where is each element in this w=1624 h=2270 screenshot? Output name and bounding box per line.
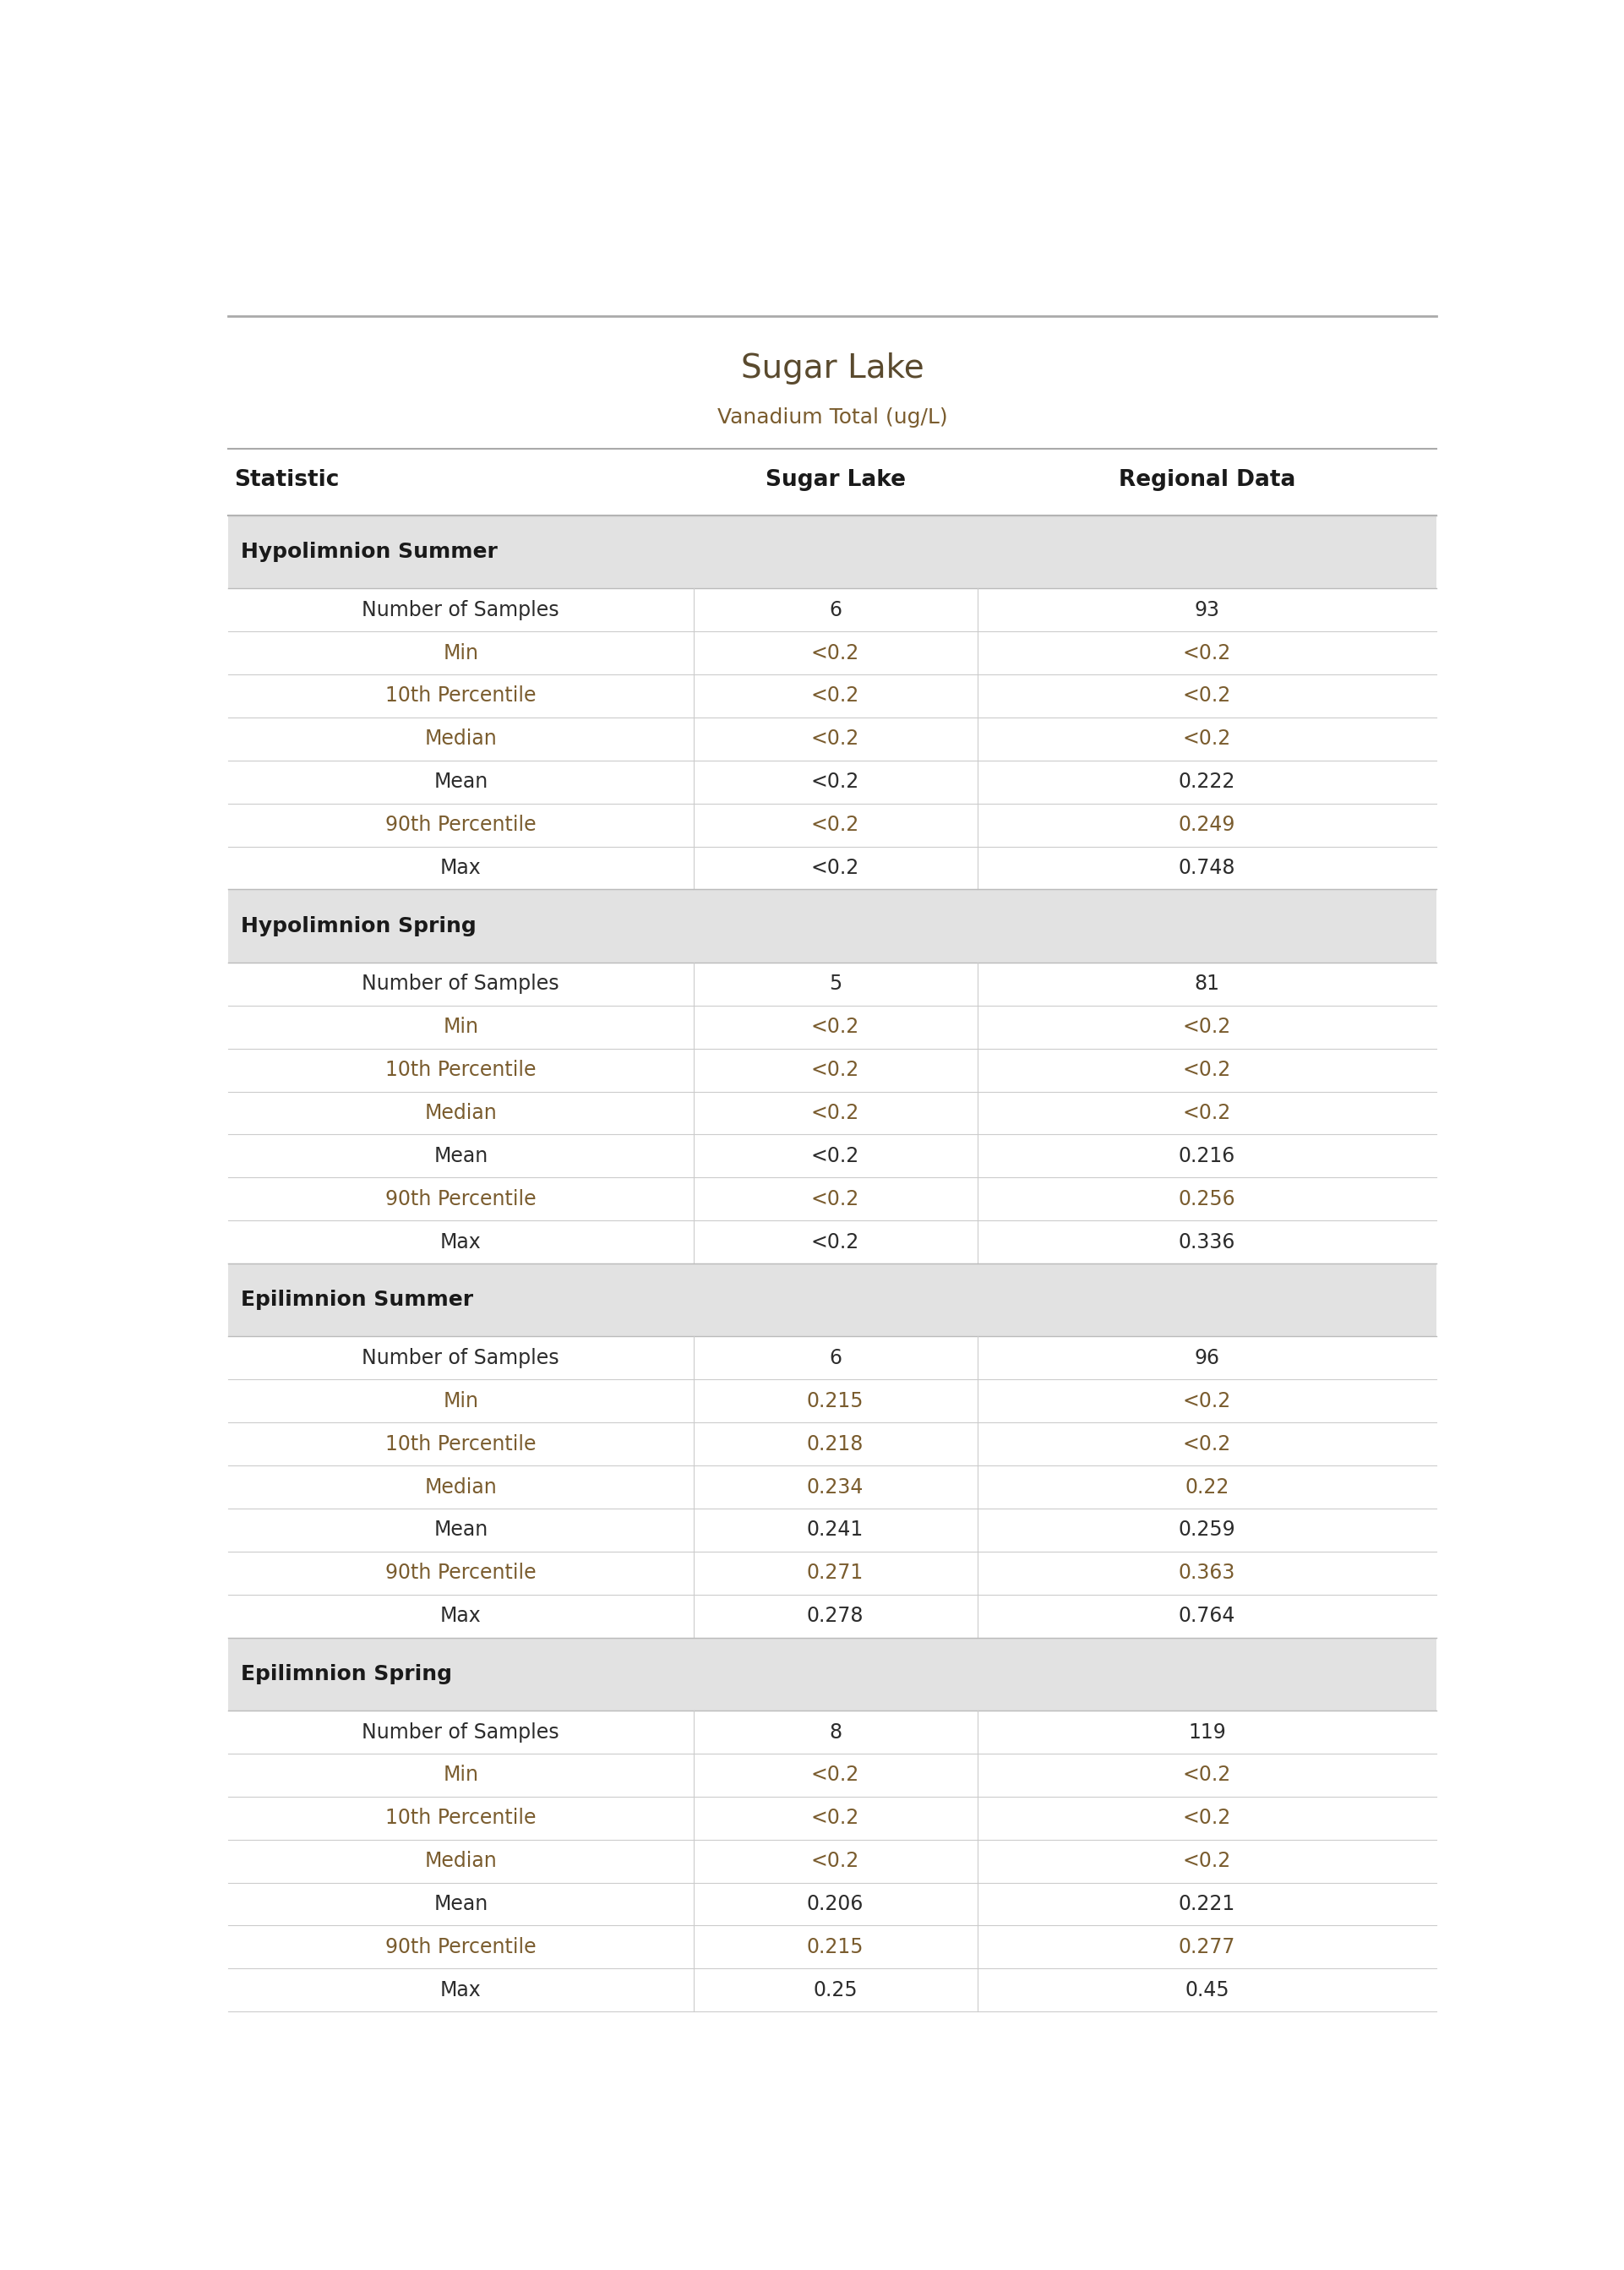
Text: 0.249: 0.249	[1179, 815, 1236, 835]
Text: 0.271: 0.271	[807, 1562, 864, 1582]
Text: <0.2: <0.2	[810, 1103, 859, 1124]
Text: <0.2: <0.2	[810, 1766, 859, 1784]
Bar	[227, 1264, 1436, 1337]
Text: <0.2: <0.2	[1182, 729, 1231, 749]
Text: 0.215: 0.215	[807, 1392, 864, 1412]
Text: Median: Median	[424, 1103, 497, 1124]
Text: 0.215: 0.215	[807, 1936, 864, 1957]
Text: Max: Max	[440, 1979, 481, 2000]
Text: 0.234: 0.234	[807, 1478, 864, 1498]
Text: Max: Max	[440, 858, 481, 878]
Text: 119: 119	[1187, 1723, 1226, 1743]
Text: Median: Median	[424, 1850, 497, 1870]
Text: 93: 93	[1194, 599, 1220, 620]
Text: <0.2: <0.2	[810, 729, 859, 749]
Text: <0.2: <0.2	[810, 772, 859, 792]
Text: Number of Samples: Number of Samples	[362, 599, 559, 620]
Text: Epilimnion Summer: Epilimnion Summer	[240, 1289, 473, 1310]
Text: Mean: Mean	[434, 772, 487, 792]
Text: 0.259: 0.259	[1179, 1521, 1236, 1539]
Text: 10th Percentile: 10th Percentile	[385, 1060, 536, 1081]
Text: <0.2: <0.2	[1182, 1392, 1231, 1412]
Text: <0.2: <0.2	[810, 1189, 859, 1210]
Text: <0.2: <0.2	[1182, 1807, 1231, 1827]
Text: 0.277: 0.277	[1179, 1936, 1236, 1957]
Text: 0.25: 0.25	[814, 1979, 857, 2000]
Text: 0.336: 0.336	[1179, 1233, 1236, 1253]
Text: Statistic: Statistic	[234, 470, 339, 490]
Text: <0.2: <0.2	[1182, 642, 1231, 663]
Text: 0.221: 0.221	[1179, 1893, 1236, 1914]
Text: 8: 8	[828, 1723, 841, 1743]
Text: 90th Percentile: 90th Percentile	[385, 815, 536, 835]
Text: <0.2: <0.2	[1182, 1060, 1231, 1081]
Text: 90th Percentile: 90th Percentile	[385, 1562, 536, 1582]
Text: 0.222: 0.222	[1179, 772, 1236, 792]
Text: 0.45: 0.45	[1184, 1979, 1229, 2000]
Text: Sugar Lake: Sugar Lake	[741, 352, 924, 384]
Text: Min: Min	[443, 1392, 479, 1412]
Text: Epilimnion Spring: Epilimnion Spring	[240, 1664, 451, 1684]
Text: <0.2: <0.2	[810, 1060, 859, 1081]
Text: <0.2: <0.2	[810, 1233, 859, 1253]
Text: Mean: Mean	[434, 1146, 487, 1167]
Text: 0.764: 0.764	[1179, 1605, 1236, 1625]
Text: 81: 81	[1194, 974, 1220, 994]
Text: <0.2: <0.2	[810, 642, 859, 663]
Text: 0.206: 0.206	[807, 1893, 864, 1914]
Text: <0.2: <0.2	[810, 1017, 859, 1037]
Text: Min: Min	[443, 1766, 479, 1784]
Text: Number of Samples: Number of Samples	[362, 1348, 559, 1369]
Text: Min: Min	[443, 642, 479, 663]
Text: 0.241: 0.241	[807, 1521, 864, 1539]
Text: 90th Percentile: 90th Percentile	[385, 1936, 536, 1957]
Text: <0.2: <0.2	[1182, 1103, 1231, 1124]
Text: 6: 6	[828, 599, 841, 620]
Text: <0.2: <0.2	[1182, 1850, 1231, 1870]
Text: Number of Samples: Number of Samples	[362, 974, 559, 994]
Text: 6: 6	[828, 1348, 841, 1369]
Text: 96: 96	[1194, 1348, 1220, 1369]
Text: 0.218: 0.218	[807, 1435, 864, 1455]
Text: Median: Median	[424, 1478, 497, 1498]
Text: Max: Max	[440, 1233, 481, 1253]
Text: Mean: Mean	[434, 1893, 487, 1914]
Text: 0.22: 0.22	[1186, 1478, 1229, 1498]
Text: 10th Percentile: 10th Percentile	[385, 1807, 536, 1827]
Text: Mean: Mean	[434, 1521, 487, 1539]
Text: 90th Percentile: 90th Percentile	[385, 1189, 536, 1210]
Bar	[227, 1637, 1436, 1712]
Text: Vanadium Total (ug/L): Vanadium Total (ug/L)	[718, 406, 947, 427]
Text: Number of Samples: Number of Samples	[362, 1723, 559, 1743]
Text: 5: 5	[828, 974, 841, 994]
Text: 10th Percentile: 10th Percentile	[385, 1435, 536, 1455]
Text: Hypolimnion Spring: Hypolimnion Spring	[240, 915, 476, 935]
Text: Min: Min	[443, 1017, 479, 1037]
Text: <0.2: <0.2	[1182, 1017, 1231, 1037]
Text: Regional Data: Regional Data	[1119, 470, 1296, 490]
Text: Median: Median	[424, 729, 497, 749]
Text: Hypolimnion Summer: Hypolimnion Summer	[240, 543, 497, 563]
Text: 0.278: 0.278	[807, 1605, 864, 1625]
Text: 10th Percentile: 10th Percentile	[385, 686, 536, 706]
Bar	[227, 890, 1436, 962]
Text: 0.748: 0.748	[1179, 858, 1236, 878]
Text: 0.216: 0.216	[1179, 1146, 1236, 1167]
Text: <0.2: <0.2	[1182, 1435, 1231, 1455]
Text: Max: Max	[440, 1605, 481, 1625]
Text: <0.2: <0.2	[810, 815, 859, 835]
Text: <0.2: <0.2	[810, 1146, 859, 1167]
Text: <0.2: <0.2	[810, 1850, 859, 1870]
Text: 0.256: 0.256	[1179, 1189, 1236, 1210]
Text: Sugar Lake: Sugar Lake	[765, 470, 906, 490]
Text: <0.2: <0.2	[810, 1807, 859, 1827]
Text: <0.2: <0.2	[1182, 1766, 1231, 1784]
Text: 0.363: 0.363	[1179, 1562, 1236, 1582]
Text: <0.2: <0.2	[810, 686, 859, 706]
Bar	[227, 515, 1436, 588]
Text: <0.2: <0.2	[810, 858, 859, 878]
Text: <0.2: <0.2	[1182, 686, 1231, 706]
